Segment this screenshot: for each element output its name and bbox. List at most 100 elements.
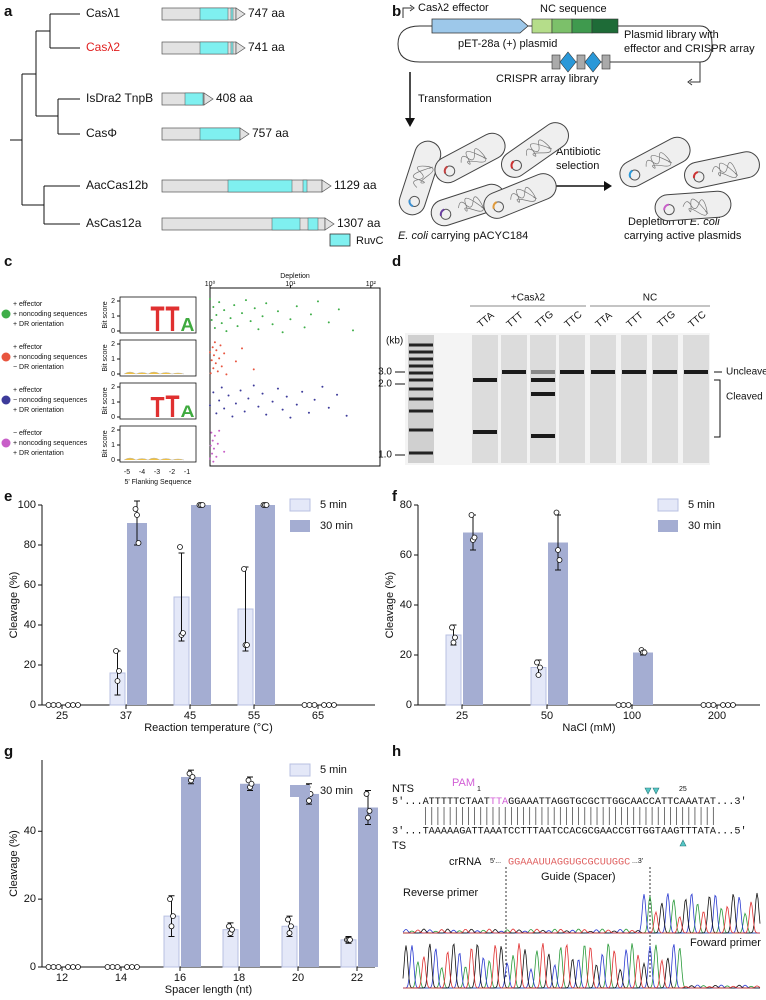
replicate-point — [75, 964, 81, 970]
point — [218, 301, 221, 304]
logo-x-tick-label: -2 — [169, 469, 175, 476]
panel-letter: g — [4, 743, 13, 760]
replicate-point — [556, 557, 563, 563]
plasmid-diagram — [397, 4, 713, 191]
condition-label: + noncoding sequences — [13, 354, 88, 361]
point — [215, 455, 218, 458]
bar — [358, 807, 378, 967]
logo-x-tick-label: -4 — [139, 469, 145, 476]
caption-part: carrying pACYC184 — [428, 230, 528, 242]
label: Reverse primer — [403, 887, 479, 899]
point — [261, 392, 264, 395]
condition-dot — [1, 309, 11, 319]
point — [223, 450, 226, 453]
plasmid-insert — [408, 199, 414, 208]
point — [212, 447, 215, 450]
chromosome — [682, 198, 709, 216]
legend-swatch — [290, 785, 310, 797]
caption-part: E. coli — [398, 230, 429, 242]
legend-label: 30 min — [688, 520, 721, 532]
condition-label: + noncoding sequences — [13, 440, 88, 447]
label: Plasmid library with — [624, 29, 719, 41]
ladder-band — [409, 364, 433, 368]
plasmid-insert — [492, 201, 498, 210]
panel-letter: b — [392, 3, 401, 20]
replicate-point — [700, 702, 707, 708]
replicate-point — [306, 797, 312, 804]
point — [327, 406, 330, 409]
point — [209, 404, 211, 407]
band — [531, 370, 555, 374]
cell — [483, 173, 557, 219]
point — [295, 305, 298, 308]
plasmid — [444, 165, 456, 177]
point — [303, 326, 306, 329]
logo-x-tick-label: -1 — [184, 469, 190, 476]
band — [531, 392, 555, 396]
replicate-point — [55, 702, 62, 708]
lane — [530, 335, 556, 463]
condition-label: + DR orientation — [13, 321, 64, 328]
point — [309, 313, 312, 316]
cell — [654, 190, 732, 222]
label: NTS — [392, 783, 414, 795]
point — [241, 312, 244, 315]
plasmid-insert — [663, 203, 670, 211]
logo-y-tick-label: 2 — [111, 427, 115, 434]
replicate-point — [285, 916, 291, 923]
replicate-point — [306, 702, 313, 708]
point — [247, 397, 250, 400]
replicate-point — [104, 964, 111, 970]
ruvc-domain — [184, 92, 204, 106]
replicate-point — [229, 926, 235, 933]
point — [265, 413, 268, 416]
logo-letter: T — [151, 300, 165, 339]
guide-boundary — [505, 867, 651, 978]
legend-label: RuvC — [356, 235, 384, 247]
chromosome — [510, 186, 537, 203]
point — [252, 384, 255, 387]
point — [243, 410, 246, 413]
point — [345, 414, 348, 417]
x-tick-label: 12 — [56, 972, 68, 984]
replicate-point — [244, 642, 250, 648]
x-tick-label: 25 — [56, 710, 68, 722]
point — [227, 394, 230, 397]
label: crRNA — [449, 856, 482, 868]
point — [289, 318, 292, 321]
x-tick-label: 45 — [184, 710, 196, 722]
point — [209, 351, 211, 354]
tree — [10, 13, 80, 225]
condition-label: − effector — [13, 430, 43, 437]
plasmid-insert — [510, 160, 515, 169]
legend-swatch — [289, 498, 311, 512]
replicate-point — [75, 702, 81, 708]
size-label: 2.0 — [378, 379, 392, 390]
cell-body — [654, 190, 732, 222]
band — [653, 370, 677, 374]
replicate-point — [109, 964, 116, 970]
lane — [652, 335, 678, 463]
label: effector and CRISPR array — [624, 43, 755, 55]
x-axis-label: Reaction temperature (°C) — [144, 722, 273, 734]
replicate-point — [70, 702, 76, 708]
x-tick-label: 55 — [248, 710, 260, 722]
label: TS — [392, 840, 406, 852]
cleaved-label: Cleaved — [726, 392, 763, 403]
cell-body — [398, 140, 442, 216]
bar — [191, 505, 211, 705]
protein-name: IsDra2 TnpB — [86, 91, 153, 105]
logo-frame — [119, 339, 197, 377]
point — [211, 346, 214, 349]
point — [257, 405, 260, 408]
point — [212, 367, 215, 370]
lane-label: TTT — [505, 310, 526, 330]
legend-swatch — [290, 520, 310, 532]
plasmid-insert — [443, 165, 448, 174]
logo-letter: T — [166, 389, 180, 424]
replicate-point — [129, 964, 135, 970]
point — [241, 347, 244, 350]
panel-letter: e — [4, 488, 12, 505]
x-tick-label: 14 — [115, 972, 127, 984]
logo-frame — [119, 425, 197, 463]
